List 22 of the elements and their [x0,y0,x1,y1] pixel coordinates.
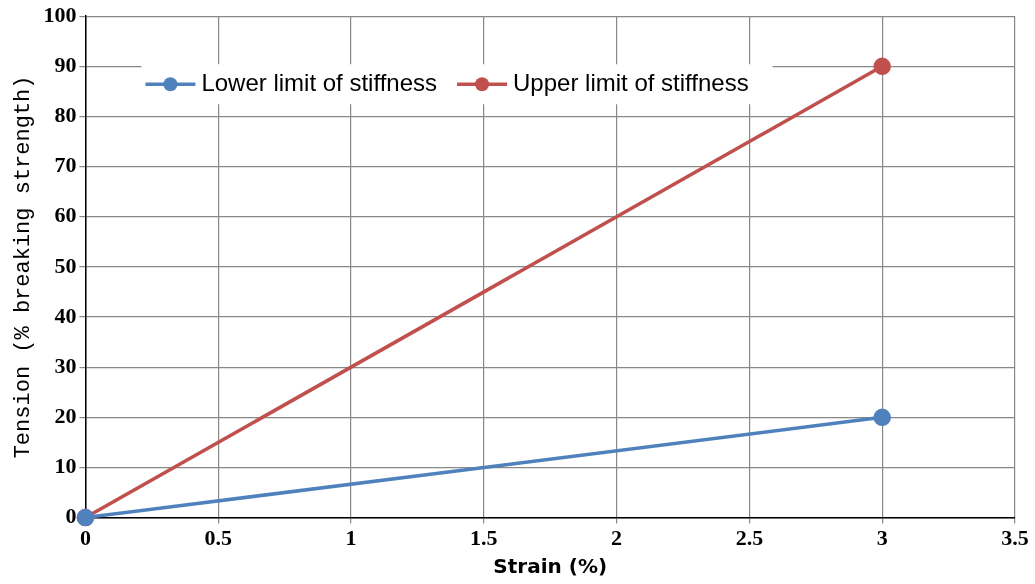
y-tick-label: 60 [54,202,77,228]
x-tick-label: 2 [611,525,623,551]
y-tick-label: 50 [54,252,77,278]
y-tick-label: 0 [65,503,77,529]
x-tick-label: 3 [876,525,888,551]
y-tick-label: 20 [54,403,77,429]
x-tick-label: 3.5 [1001,525,1029,551]
y-tick-label: 70 [54,152,77,178]
y-tick-label: 100 [43,1,77,27]
y-tick-label: 10 [54,453,77,479]
y-tick-label: 40 [54,302,77,328]
y-tick-label: 90 [54,52,77,78]
x-tick-label: 1.5 [470,525,498,551]
x-tick-label: 2.5 [735,525,764,551]
x-axis-title: Strain (%) [493,554,608,579]
legend-label: Lower limit of stiffness [201,68,438,96]
legend-label: Upper limit of stiffness [513,68,749,96]
y-tick-label: 80 [54,102,77,128]
x-tick-label: 0.5 [204,525,232,551]
x-tick-label: 1 [345,525,357,551]
y-axis-title: Tension (% breaking strength) [11,75,37,459]
y-tick-label: 30 [54,352,77,378]
